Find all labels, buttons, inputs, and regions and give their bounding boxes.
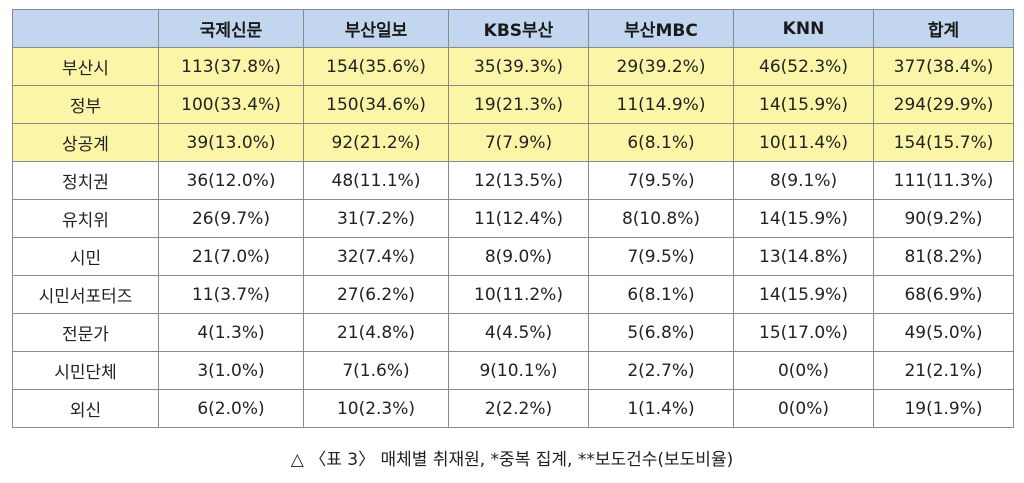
- table-cell: 27(6.2%): [303, 275, 449, 314]
- table-cell: 92(21.2%): [303, 123, 449, 162]
- table-cell: 6(8.1%): [588, 123, 734, 162]
- table-cell: 8(9.0%): [448, 237, 589, 276]
- table-cell: 49(5.0%): [873, 313, 1014, 352]
- table-cell: 2(2.7%): [588, 351, 734, 390]
- table-cell: 35(39.3%): [448, 47, 589, 86]
- table-cell: 10(2.3%): [303, 389, 449, 428]
- table-cell: 36(12.0%): [158, 161, 304, 200]
- table-cell: 9(10.1%): [448, 351, 589, 390]
- table-row: 전문가 4(1.3%) 21(4.8%) 4(4.5%) 5(6.8%) 15(17.0%…: [12, 313, 1014, 352]
- source-table: 국제신문 부산일보 KBS부산 부산MBC KNN 합계 부산시 113(37.8…: [12, 9, 1014, 428]
- table-cell: 10(11.4%): [733, 123, 874, 162]
- table-cell: 14(15.9%): [733, 199, 874, 238]
- table-cell: 0(0%): [733, 351, 874, 390]
- table-cell: 6(2.0%): [158, 389, 304, 428]
- row-label: 시민: [12, 237, 159, 276]
- table-cell: 46(52.3%): [733, 47, 874, 86]
- table-cell: 100(33.4%): [158, 85, 304, 124]
- table-cell: 3(1.0%): [158, 351, 304, 390]
- table-row: 시민 21(7.0%) 32(7.4%) 8(9.0%) 7(9.5%) 13(14.8%…: [12, 237, 1014, 276]
- table-cell: 4(1.3%): [158, 313, 304, 352]
- table-row: 외신 6(2.0%) 10(2.3%) 2(2.2%) 1(1.4%) 0(0%) 19(1…: [12, 389, 1014, 428]
- row-label: 시민서포터즈: [12, 275, 159, 314]
- row-label: 부산시: [12, 47, 159, 86]
- table-caption: △ 〈표 3〉 매체별 취재원, *중복 집계, **보도건수(보도비율): [290, 450, 734, 470]
- table-cell: 7(9.5%): [588, 237, 734, 276]
- table-cell: 8(10.8%): [588, 199, 734, 238]
- table-cell: 154(15.7%): [873, 123, 1014, 162]
- table-cell: 7(1.6%): [303, 351, 449, 390]
- table-cell: 294(29.9%): [873, 85, 1014, 124]
- table-cell: 68(6.9%): [873, 275, 1014, 314]
- table-row: 시민서포터즈 11(3.7%) 27(6.2%) 10(11.2%) 6(8.1%) 14…: [12, 275, 1014, 314]
- table-cell: 7(9.5%): [588, 161, 734, 200]
- table-cell: 11(3.7%): [158, 275, 304, 314]
- table-cell: 90(9.2%): [873, 199, 1014, 238]
- table-cell: 113(37.8%): [158, 47, 304, 86]
- header-busan-ilbo: 부산일보: [303, 9, 449, 48]
- table-cell: 377(38.4%): [873, 47, 1014, 86]
- table-cell: 154(35.6%): [303, 47, 449, 86]
- table-cell: 21(7.0%): [158, 237, 304, 276]
- table-cell: 31(7.2%): [303, 199, 449, 238]
- header-kbs-busan: KBS부산: [448, 9, 589, 48]
- table-cell: 19(1.9%): [873, 389, 1014, 428]
- table-cell: 6(8.1%): [588, 275, 734, 314]
- row-label: 외신: [12, 389, 159, 428]
- table-cell: 21(2.1%): [873, 351, 1014, 390]
- table-cell: 7(7.9%): [448, 123, 589, 162]
- source-table-container: 국제신문 부산일보 KBS부산 부산MBC KNN 합계 부산시 113(37.8…: [12, 9, 1014, 428]
- row-label: 유치위: [12, 199, 159, 238]
- table-cell: 12(13.5%): [448, 161, 589, 200]
- table-cell: 21(4.8%): [303, 313, 449, 352]
- table-header-row: 국제신문 부산일보 KBS부산 부산MBC KNN 합계: [12, 9, 1014, 48]
- row-label: 상공계: [12, 123, 159, 162]
- table-cell: 48(11.1%): [303, 161, 449, 200]
- header-kookje: 국제신문: [158, 9, 304, 48]
- table-cell: 2(2.2%): [448, 389, 589, 428]
- row-label: 정치권: [12, 161, 159, 200]
- table-cell: 11(12.4%): [448, 199, 589, 238]
- table-cell: 32(7.4%): [303, 237, 449, 276]
- table-cell: 14(15.9%): [733, 275, 874, 314]
- table-cell: 26(9.7%): [158, 199, 304, 238]
- row-label: 전문가: [12, 313, 159, 352]
- table-cell: 0(0%): [733, 389, 874, 428]
- table-cell: 29(39.2%): [588, 47, 734, 86]
- table-cell: 5(6.8%): [588, 313, 734, 352]
- table-cell: 4(4.5%): [448, 313, 589, 352]
- header-total: 합계: [873, 9, 1014, 48]
- table-row: 정부 100(33.4%) 150(34.6%) 19(21.3%) 11(14.9%)…: [12, 85, 1014, 124]
- table-cell: 150(34.6%): [303, 85, 449, 124]
- table-cell: 13(14.8%): [733, 237, 874, 276]
- table-cell: 8(9.1%): [733, 161, 874, 200]
- table-cell: 10(11.2%): [448, 275, 589, 314]
- table-cell: 81(8.2%): [873, 237, 1014, 276]
- table-row: 부산시 113(37.8%) 154(35.6%) 35(39.3%) 29(39.2%…: [12, 47, 1014, 86]
- header-busan-mbc: 부산MBC: [588, 9, 734, 48]
- header-knn: KNN: [733, 9, 874, 48]
- table-cell: 14(15.9%): [733, 85, 874, 124]
- table-cell: 11(14.9%): [588, 85, 734, 124]
- table-body: 부산시 113(37.8%) 154(35.6%) 35(39.3%) 29(39.2%…: [12, 47, 1014, 428]
- table-cell: 19(21.3%): [448, 85, 589, 124]
- row-label: 정부: [12, 85, 159, 124]
- table-row: 시민단체 3(1.0%) 7(1.6%) 9(10.1%) 2(2.7%) 0(0%) 21…: [12, 351, 1014, 390]
- table-cell: 1(1.4%): [588, 389, 734, 428]
- table-row: 정치권 36(12.0%) 48(11.1%) 12(13.5%) 7(9.5%) 8(9…: [12, 161, 1014, 200]
- table-cell: 15(17.0%): [733, 313, 874, 352]
- table-cell: 39(13.0%): [158, 123, 304, 162]
- row-label: 시민단체: [12, 351, 159, 390]
- table-row: 상공계 39(13.0%) 92(21.2%) 7(7.9%) 6(8.1%) 10(11…: [12, 123, 1014, 162]
- header-corner: [12, 9, 159, 48]
- table-cell: 111(11.3%): [873, 161, 1014, 200]
- table-row: 유치위 26(9.7%) 31(7.2%) 11(12.4%) 8(10.8%) 14(1…: [12, 199, 1014, 238]
